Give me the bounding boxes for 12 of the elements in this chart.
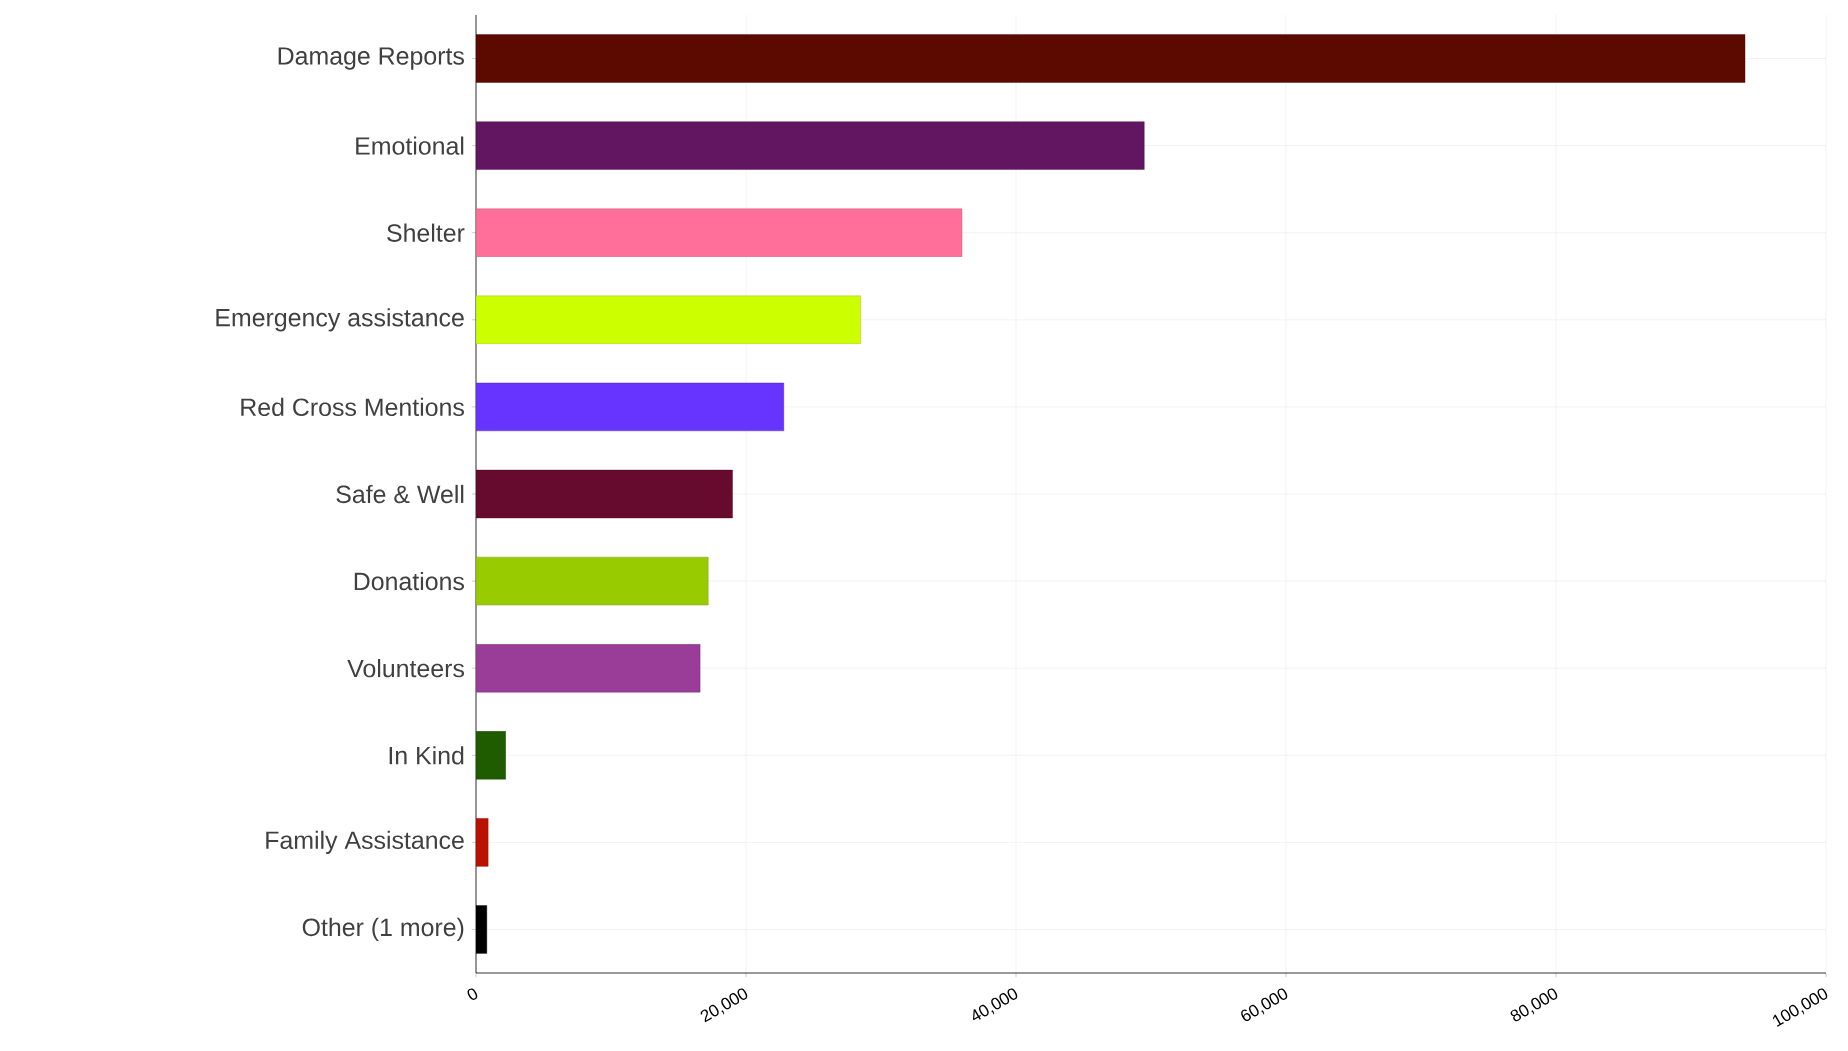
y-tick-label: Volunteers — [347, 659, 464, 678]
y-tick-label: In Kind — [389, 746, 464, 765]
y-tick-label: Emergency assistance — [216, 308, 464, 332]
x-tick-label: 0 — [467, 988, 478, 1000]
y-tick-label: Safe & Well — [336, 484, 464, 504]
y-tick-label: Shelter — [387, 223, 465, 242]
y-tick-label: Damage Reports — [278, 47, 464, 70]
y-tick-label: Other (1 more) — [302, 917, 464, 942]
y-tick-label: Family Assistance — [266, 830, 464, 854]
y-tick-label: Donations — [354, 571, 464, 591]
y-tick-label: Red Cross Mentions — [241, 397, 464, 417]
y-tick-label: Emotional — [356, 136, 464, 155]
